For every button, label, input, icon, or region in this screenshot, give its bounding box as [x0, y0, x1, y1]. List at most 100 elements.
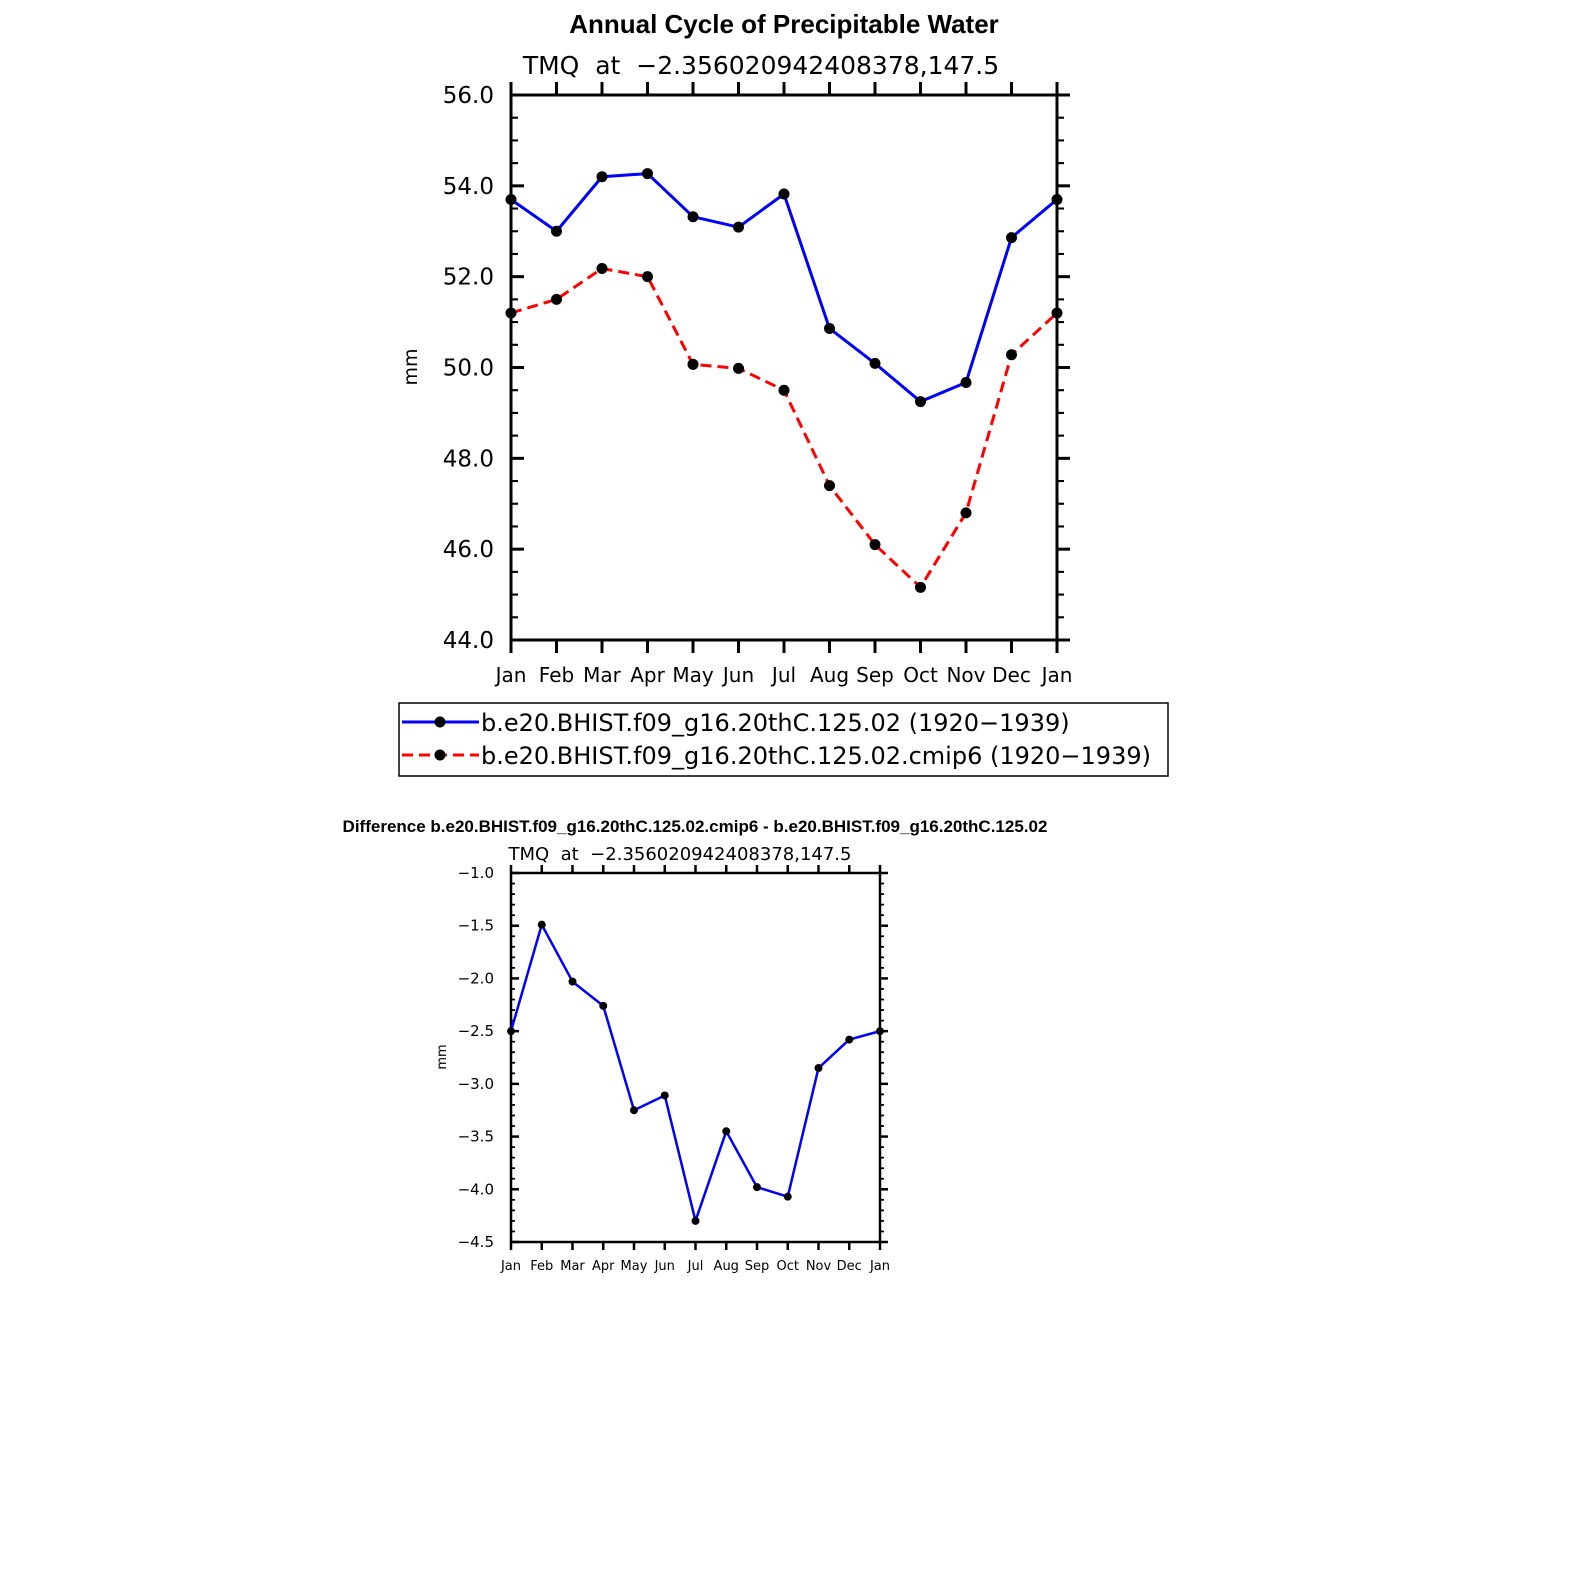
data-point-series-1 — [551, 225, 562, 237]
x-tick-label: Oct — [903, 663, 938, 687]
data-point-series-1 — [1006, 232, 1017, 244]
x-tick-label: Apr — [630, 663, 665, 687]
data-point-series-2 — [869, 539, 881, 551]
data-point-series-1 — [824, 322, 835, 334]
data-point-series-2 — [687, 358, 699, 370]
data-point-series-1 — [778, 188, 790, 200]
x-tick-label: Dec — [992, 663, 1031, 687]
data-point-series-1 — [507, 1027, 515, 1036]
x-tick-label: Jan — [500, 1259, 521, 1274]
data-point-series-1 — [876, 1027, 884, 1036]
data-point-series-1 — [599, 1001, 608, 1010]
x-tick-label: Jun — [654, 1259, 675, 1274]
data-point-series-1 — [783, 1192, 792, 1201]
x-tick-label: Jun — [721, 663, 754, 687]
data-point-series-1 — [537, 920, 546, 929]
difference-y-axis-label: mm — [435, 1044, 450, 1069]
data-point-series-2 — [733, 362, 744, 374]
y-tick-label: 48.0 — [443, 446, 494, 472]
x-tick-label: Jul — [770, 663, 796, 687]
difference-chart-subtitle: TMQ at −2.356020942408378,147.5 — [508, 844, 852, 865]
data-point-series-1 — [568, 977, 577, 986]
data-point-series-1 — [1051, 193, 1063, 205]
x-tick-label: Aug — [810, 663, 849, 687]
legend-marker-series-1 — [434, 716, 446, 728]
y-axis-label: mm — [400, 348, 422, 385]
y-tick-label: 52.0 — [443, 265, 494, 291]
x-tick-label: Mar — [583, 663, 622, 687]
y-tick-label: 46.0 — [443, 537, 494, 563]
y-tick-label: −2.5 — [458, 1022, 494, 1040]
x-tick-label: May — [672, 663, 714, 687]
data-point-series-1 — [960, 376, 972, 388]
x-tick-label: Aug — [714, 1259, 739, 1274]
data-point-series-2 — [1051, 307, 1063, 319]
data-point-series-1 — [596, 171, 608, 183]
x-tick-label: Oct — [777, 1259, 799, 1274]
x-tick-label: Nov — [806, 1259, 832, 1274]
x-tick-label: Feb — [530, 1259, 553, 1274]
legend: b.e20.BHIST.f09_g16.20thC.125.02 (1920−1… — [398, 702, 1169, 777]
y-tick-label: −3.5 — [458, 1128, 494, 1146]
data-point-series-1 — [505, 193, 517, 205]
data-point-series-1 — [642, 168, 653, 180]
data-point-series-1 — [733, 221, 744, 233]
x-tick-label: Apr — [592, 1259, 615, 1274]
data-point-series-2 — [1006, 349, 1017, 361]
legend-marker-series-2 — [434, 749, 446, 761]
x-tick-label: Dec — [837, 1259, 862, 1274]
data-point-series-2 — [596, 262, 608, 274]
data-point-series-2 — [915, 581, 926, 593]
x-axis-tick-labels: Jan Feb Mar Apr May Jun Jul Aug Sep Oct Nov Dec Jan — [494, 663, 1073, 687]
x-tick-label: May — [621, 1259, 648, 1274]
data-point-series-1 — [845, 1035, 854, 1044]
y-tick-label: −1.5 — [458, 917, 494, 935]
y-tick-label: 50.0 — [443, 356, 494, 382]
axis-ticks — [509, 82, 1070, 653]
annual-cycle-panel: Annual Cycle of Precipitable Water TMQ a… — [398, 9, 1169, 777]
series-line-1 — [509, 923, 881, 1223]
difference-plot-series — [507, 920, 884, 1225]
data-point-series-1 — [691, 1216, 700, 1225]
x-tick-label: Nov — [946, 663, 985, 687]
difference-chart-title: Difference b.e20.BHIST.f09_g16.20thC.125… — [343, 817, 1048, 836]
x-tick-label: Feb — [539, 663, 574, 687]
x-tick-label: Jan — [1040, 663, 1073, 687]
data-point-series-1 — [915, 396, 926, 408]
y-tick-label: 54.0 — [443, 174, 494, 200]
data-point-series-2 — [778, 384, 790, 396]
x-tick-label: Mar — [560, 1259, 585, 1274]
difference-y-axis-tick-labels: −4.5 −4.0 −3.5 −3.0 −2.5 −2.0 −1.5 −1.0 — [458, 864, 494, 1251]
data-point-series-1 — [687, 211, 699, 223]
difference-x-axis-tick-labels: Jan Feb Mar Apr May Jun Jul Aug Sep Oct Nov Dec Jan — [500, 1259, 890, 1274]
difference-plot-area-frame — [509, 871, 882, 1244]
difference-axis-ticks — [509, 865, 888, 1250]
data-point-series-1 — [753, 1183, 761, 1192]
data-point-series-1 — [869, 357, 881, 369]
chart-subtitle: TMQ at −2.356020942408378,147.5 — [522, 51, 999, 80]
x-tick-label: Jan — [869, 1259, 890, 1274]
y-tick-label: −3.0 — [458, 1075, 494, 1093]
data-point-series-1 — [660, 1091, 669, 1100]
legend-label-series-1: b.e20.BHIST.f09_g16.20thC.125.02 (1920−1… — [481, 709, 1070, 737]
x-tick-label: Jan — [494, 663, 527, 687]
y-tick-label: 56.0 — [443, 83, 494, 109]
legend-entry-series-2: b.e20.BHIST.f09_g16.20thC.125.02.cmip6 (… — [402, 742, 1151, 770]
data-point-series-1 — [722, 1127, 731, 1136]
data-point-series-1 — [814, 1064, 823, 1073]
x-tick-label: Jul — [687, 1259, 704, 1274]
plot-area-frame — [509, 93, 1059, 642]
data-point-series-2 — [505, 307, 517, 319]
data-point-series-2 — [551, 293, 562, 305]
x-tick-label: Sep — [856, 663, 894, 687]
chart-title: Annual Cycle of Precipitable Water — [569, 9, 999, 39]
series-line-2 — [510, 266, 1059, 589]
data-point-series-2 — [642, 271, 653, 283]
plot-series — [505, 168, 1063, 593]
y-tick-label: −4.5 — [458, 1233, 494, 1251]
y-tick-label: −4.0 — [458, 1180, 494, 1198]
y-tick-label: 44.0 — [443, 628, 494, 654]
y-tick-label: −1.0 — [458, 864, 494, 882]
x-tick-label: Sep — [745, 1259, 770, 1274]
